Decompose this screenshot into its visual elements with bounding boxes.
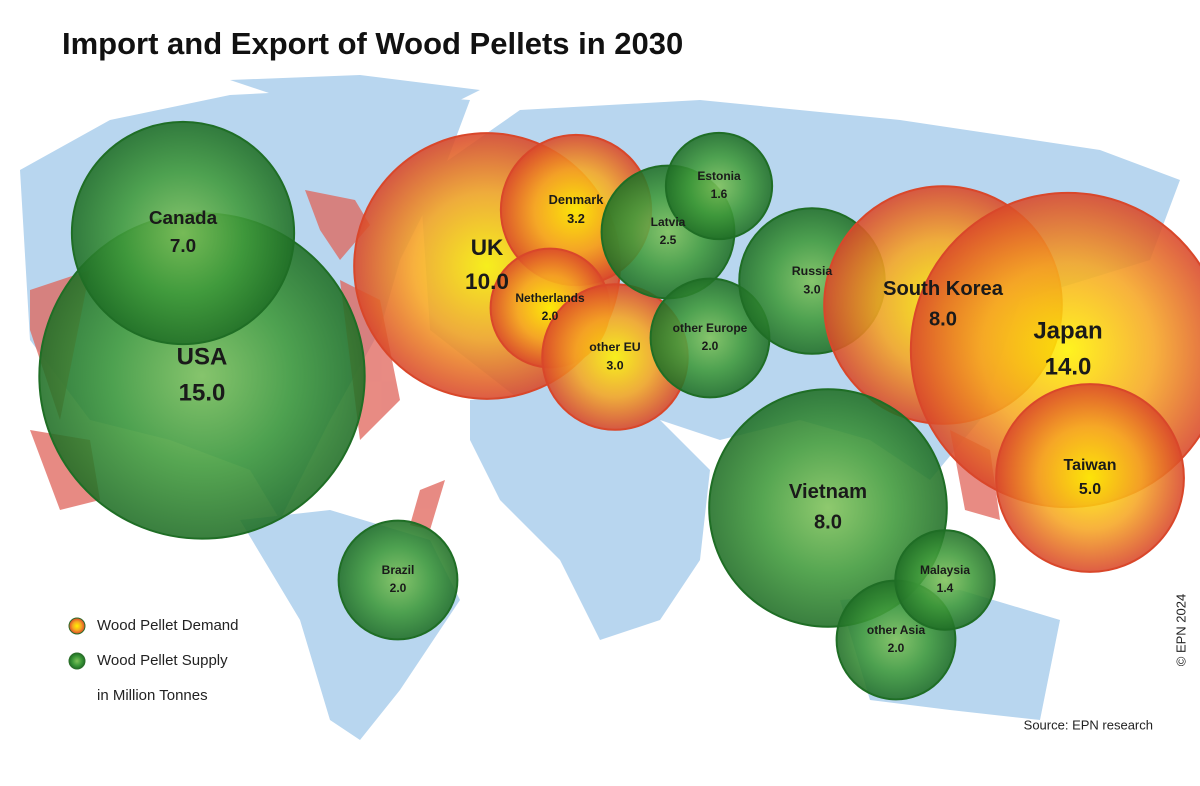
legend: Wood Pellet Demand Wood Pellet Supply in…: [68, 617, 238, 704]
bubble-name: UK: [471, 235, 504, 260]
bubble-name: other Asia: [867, 623, 926, 637]
bubble-value: 15.0: [179, 379, 226, 406]
bubble-name: Denmark: [549, 192, 605, 207]
bubble-value: 1.6: [711, 187, 728, 201]
bubble-name: other Europe: [673, 321, 748, 335]
bubble-name: Estonia: [697, 169, 741, 183]
bubble-value: 2.0: [702, 339, 719, 353]
bubble-value: 3.0: [803, 283, 820, 297]
legend-label: Wood Pellet Demand: [97, 617, 238, 634]
bubble: [70, 120, 296, 346]
bubble: [337, 519, 459, 641]
bubble-value: 1.4: [937, 581, 954, 595]
legend-label: Wood Pellet Supply: [97, 652, 228, 669]
bubble-name: other EU: [589, 340, 641, 354]
legend-swatch: [68, 652, 86, 670]
source: Source: EPN research: [1024, 717, 1153, 732]
bubble: [995, 383, 1185, 573]
bubble-value: 8.0: [929, 308, 957, 330]
bubble-value: 3.0: [606, 359, 623, 373]
bubble: [664, 131, 774, 241]
bubble-name: Brazil: [382, 563, 415, 577]
bubble-name: Latvia: [651, 215, 686, 229]
bubble-name: USA: [177, 343, 228, 370]
bubbles: USA 15.0 Canada 7.0 Brazil 2.0 UK 10.0 Denmark 3.…: [38, 120, 1200, 701]
bubble-value: 10.0: [465, 269, 509, 294]
bubble-value: 2.5: [660, 233, 677, 247]
bubble-name: Netherlands: [515, 291, 585, 305]
legend-unit: in Million Tonnes: [97, 687, 208, 704]
legend-swatch: [68, 617, 86, 635]
title: Import and Export of Wood Pellets in 203…: [62, 26, 683, 61]
bubble-value: 8.0: [814, 511, 842, 533]
bubble-value: 7.0: [170, 236, 196, 257]
bubble-name: South Korea: [883, 278, 1004, 300]
bubble-value: 5.0: [1079, 481, 1101, 498]
bubble-value: 14.0: [1045, 353, 1092, 380]
bubble-name: Canada: [149, 208, 218, 229]
bubble-name: Taiwan: [1064, 457, 1117, 474]
copyright: © EPN 2024: [1173, 594, 1188, 666]
bubble: [708, 388, 948, 628]
bubble-value: 3.2: [567, 211, 585, 226]
bubble-name: Russia: [792, 264, 833, 278]
bubble-name: Vietnam: [789, 481, 867, 503]
bubble-value: 2.0: [542, 309, 559, 323]
bubble: [894, 529, 996, 631]
bubble-value: 2.0: [888, 641, 905, 655]
bubble-name: Japan: [1033, 317, 1102, 344]
bubble-value: 2.0: [390, 581, 407, 595]
bubble-name: Malaysia: [920, 563, 970, 577]
